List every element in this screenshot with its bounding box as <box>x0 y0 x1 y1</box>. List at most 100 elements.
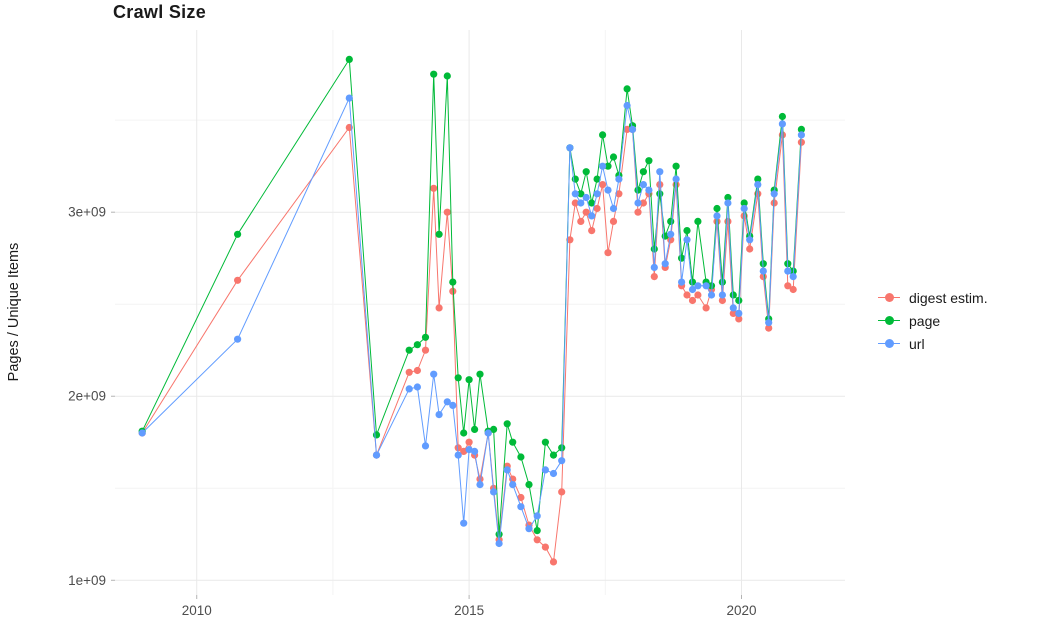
series-line <box>141 126 802 564</box>
data-point <box>566 144 574 152</box>
y-tick-label: 3e+09 <box>68 205 106 220</box>
data-point <box>656 190 664 198</box>
data-point <box>465 446 473 454</box>
data-point <box>490 425 498 433</box>
data-point <box>609 217 618 225</box>
data-point <box>588 227 596 235</box>
data-point <box>729 304 737 312</box>
data-point <box>476 481 484 489</box>
data-point <box>465 376 473 384</box>
plot-svg: 1e+09 2e+09 3e+09 2010 2015 2020 <box>68 30 845 618</box>
y-tick-label: 2e+09 <box>68 389 106 404</box>
data-point <box>345 55 353 64</box>
data-point <box>443 72 451 80</box>
data-point <box>718 296 727 305</box>
data-point <box>667 217 675 225</box>
data-point <box>623 101 631 110</box>
data-point <box>430 184 438 192</box>
data-point <box>460 429 468 437</box>
data-point <box>702 282 710 290</box>
series-page <box>138 55 806 538</box>
data-point <box>421 442 430 450</box>
data-point <box>454 374 462 382</box>
series-line <box>141 96 802 544</box>
data-point <box>443 208 451 216</box>
data-point <box>484 429 492 437</box>
legend-label: digest estim. <box>909 289 988 306</box>
data-point <box>533 512 541 520</box>
y-tick-label: 1e+09 <box>68 573 106 588</box>
series-url <box>138 94 806 548</box>
legend: digest estim. page url <box>878 286 988 355</box>
data-point <box>718 291 727 299</box>
data-point <box>694 282 702 290</box>
data-point <box>413 366 421 375</box>
data-point <box>645 186 653 194</box>
data-point <box>656 181 664 189</box>
legend-item: digest estim. <box>878 286 988 309</box>
data-point <box>672 162 680 170</box>
data-point <box>729 309 737 317</box>
data-point <box>639 168 648 176</box>
data-point <box>345 94 353 102</box>
data-point <box>541 543 550 551</box>
data-point <box>372 451 381 459</box>
data-point <box>405 368 413 376</box>
data-point <box>650 245 658 253</box>
data-point <box>683 236 691 244</box>
data-point <box>634 208 642 216</box>
data-point <box>754 181 762 189</box>
data-point <box>541 438 550 446</box>
data-point <box>471 447 479 455</box>
data-point <box>694 217 702 225</box>
data-point <box>460 447 468 455</box>
data-point <box>509 481 517 489</box>
data-point <box>694 291 702 299</box>
data-point <box>718 278 727 286</box>
data-point <box>735 309 743 317</box>
data-point <box>430 370 438 378</box>
page-series-marker-icon <box>878 312 900 330</box>
data-point <box>770 190 778 198</box>
data-point <box>588 199 596 207</box>
data-point <box>609 153 618 161</box>
data-point <box>566 236 574 244</box>
legend-label: url <box>909 335 925 352</box>
data-point <box>571 190 579 198</box>
data-point <box>413 341 421 349</box>
data-point <box>234 230 242 238</box>
data-point <box>582 168 590 176</box>
data-point <box>454 444 462 452</box>
data-point <box>549 469 558 478</box>
x-tick-label: 2020 <box>726 603 756 618</box>
data-point <box>476 370 484 378</box>
data-point <box>517 453 525 461</box>
data-point <box>639 199 648 207</box>
series-line <box>141 57 802 535</box>
data-point <box>615 175 623 183</box>
data-point <box>599 131 607 139</box>
data-point <box>476 475 484 483</box>
data-point <box>778 120 787 128</box>
data-point <box>430 70 438 78</box>
data-point <box>797 131 806 139</box>
data-point <box>707 291 716 299</box>
data-point <box>582 193 590 202</box>
data-point <box>234 335 242 343</box>
data-point <box>449 401 457 409</box>
data-point <box>778 112 787 121</box>
data-point <box>754 175 762 183</box>
data-point <box>449 278 457 286</box>
digest-series-marker-icon <box>878 289 900 307</box>
data-point <box>571 199 579 207</box>
data-point <box>599 162 607 170</box>
data-point <box>678 278 686 286</box>
data-point <box>789 285 797 294</box>
axis-ticks: 1e+09 2e+09 3e+09 2010 2015 2020 <box>68 205 756 618</box>
data-point <box>421 346 430 354</box>
data-point <box>443 398 451 406</box>
data-point <box>525 481 533 489</box>
x-tick-label: 2010 <box>182 603 212 618</box>
data-point <box>650 273 658 281</box>
